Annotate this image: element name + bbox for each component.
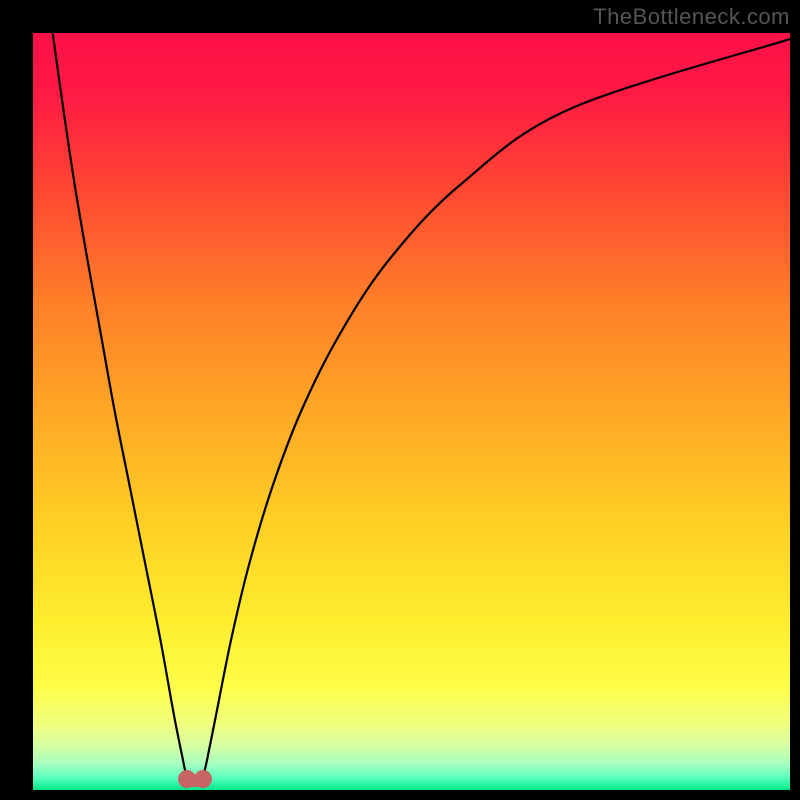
curve-marker-bridge [187, 777, 203, 787]
bottleneck-curve [33, 33, 790, 790]
watermark-text: TheBottleneck.com [593, 4, 790, 30]
chart-container: TheBottleneck.com [0, 0, 800, 800]
plot-area [33, 33, 790, 790]
